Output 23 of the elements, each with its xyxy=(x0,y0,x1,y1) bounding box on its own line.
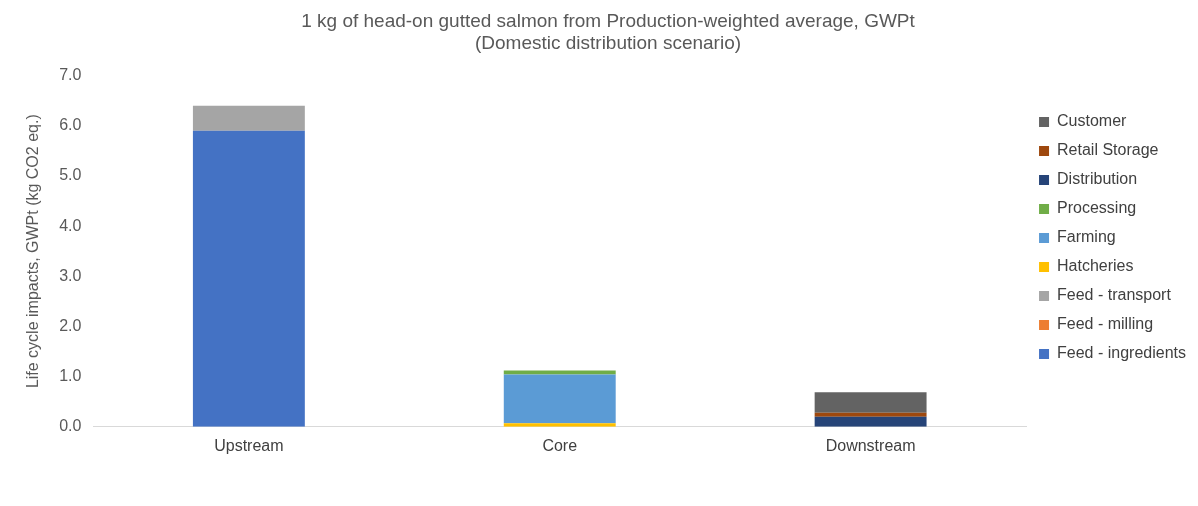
x-tick-label: Downstream xyxy=(825,436,916,454)
legend-label: Distribution xyxy=(1057,170,1138,188)
legend-label: Processing xyxy=(1057,199,1137,217)
x-tick-label: Upstream xyxy=(214,436,284,454)
chart-title: 1 kg of head-on gutted salmon from Production-weighted average, GWPt xyxy=(301,9,916,31)
y-tick-label: 7.0 xyxy=(59,66,82,84)
y-tick-label: 4.0 xyxy=(59,216,82,234)
y-tick-label: 6.0 xyxy=(59,116,82,134)
y-tick-label: 5.0 xyxy=(59,166,82,184)
legend-label: Feed - milling xyxy=(1057,315,1154,333)
legend-label: Feed - ingredients xyxy=(1057,344,1187,362)
y-axis-title: Life cycle impacts, GWPt (kg CO2 eq.) xyxy=(24,114,42,389)
legend-label: Hatcheries xyxy=(1057,257,1134,275)
chart-subtitle: (Domestic distribution scenario) xyxy=(474,32,742,54)
legend-label: Retail Storage xyxy=(1057,141,1159,159)
y-tick-label: 1.0 xyxy=(59,367,82,385)
x-tick-label: Core xyxy=(542,436,578,454)
y-tick-label: 2.0 xyxy=(59,316,82,334)
y-tick-label: 0.0 xyxy=(59,417,82,435)
y-tick-label: 3.0 xyxy=(59,266,82,284)
legend-label: Feed - transport xyxy=(1057,286,1172,304)
legend-label: Customer xyxy=(1057,112,1128,130)
legend-label: Farming xyxy=(1057,228,1116,246)
